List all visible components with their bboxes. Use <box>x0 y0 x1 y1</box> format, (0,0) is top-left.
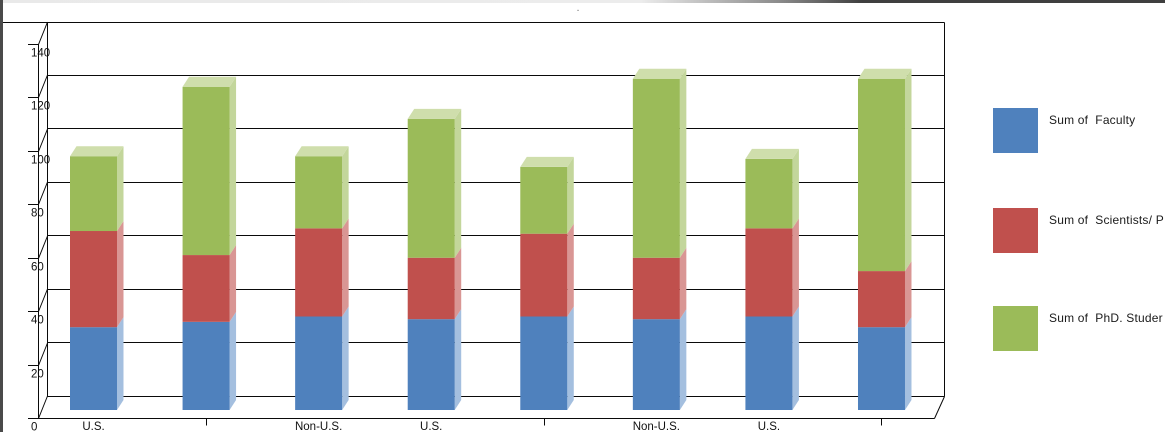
legend-label-faculty: Sum of Faculty <box>1049 113 1136 127</box>
x-category-label: U.S. <box>82 421 104 432</box>
bar-segment[interactable] <box>857 327 905 410</box>
side-wall-diagonal <box>38 288 48 312</box>
bar-segment-side[interactable] <box>117 221 124 328</box>
legend-label-scientists: Sum of Scientists/ P <box>1049 213 1164 227</box>
window-left-edge <box>0 0 3 432</box>
bar-segment[interactable] <box>520 166 568 234</box>
legend-swatch-phd[interactable] <box>993 306 1038 351</box>
side-wall-diagonal <box>38 235 48 259</box>
bar-segment[interactable] <box>182 255 230 322</box>
y-tick-label: 80 <box>31 208 44 220</box>
x-category-label: Non-U.S. <box>295 421 342 432</box>
bar-segment[interactable] <box>632 319 680 410</box>
y-tick-label: 100 <box>31 155 50 167</box>
bar-segment[interactable] <box>407 319 455 410</box>
chart-canvas[interactable]: 0 20 40 60 80 100 120 140 U.S. Non-U.S. U.S. Non-U.… <box>0 0 965 432</box>
bar-top[interactable] <box>745 148 799 159</box>
bar-segment-side[interactable] <box>567 156 574 234</box>
bar-segment-side[interactable] <box>904 68 912 272</box>
bar-segment-side[interactable] <box>342 146 349 229</box>
bar-top[interactable] <box>182 76 237 87</box>
bar-segment-side[interactable] <box>904 317 912 410</box>
chart-title: . <box>576 2 580 14</box>
bar-segment-side[interactable] <box>679 68 687 258</box>
bar-top[interactable] <box>520 156 574 167</box>
bar-segment[interactable] <box>745 316 793 411</box>
x-category-label: Non-U.S. <box>633 421 680 432</box>
side-wall-diagonal <box>38 21 48 45</box>
bar-segment[interactable] <box>407 257 455 320</box>
legend-swatch-scientists[interactable] <box>993 208 1038 253</box>
bar-segment-side[interactable] <box>229 76 237 256</box>
bar-segment-side[interactable] <box>117 146 124 232</box>
bar-segment-side[interactable] <box>792 148 799 229</box>
bar-segment-side[interactable] <box>229 245 237 322</box>
side-wall-diagonal <box>38 181 48 205</box>
bar-segment-side[interactable] <box>567 223 574 317</box>
legend-item-faculty[interactable]: Sum of Faculty <box>993 108 1135 153</box>
bar-top[interactable] <box>407 108 462 119</box>
bar-segment-side[interactable] <box>679 247 687 320</box>
bar-segment[interactable] <box>520 316 568 411</box>
bar-segment[interactable] <box>407 118 455 258</box>
bar-segment-side[interactable] <box>792 218 799 317</box>
bar-segment[interactable] <box>745 158 793 229</box>
bar-segment-side[interactable] <box>679 309 687 410</box>
y-tick-label: 0 <box>31 422 37 432</box>
side-wall-diagonal <box>38 128 48 152</box>
y-tick-label: 120 <box>31 101 50 113</box>
bar-segment-side[interactable] <box>454 309 462 410</box>
y-tick-label: 40 <box>31 315 44 327</box>
side-wall-diagonal <box>38 342 48 366</box>
side-wall-diagonal <box>38 74 48 98</box>
legend-item-phd[interactable]: Sum of PhD. Studer <box>993 306 1163 351</box>
bar-segment[interactable] <box>520 233 568 317</box>
bar-segment[interactable] <box>857 271 905 328</box>
y-tick-label: 20 <box>31 369 44 381</box>
bar-segment[interactable] <box>295 316 343 411</box>
y-tick-label: 60 <box>31 262 44 274</box>
bar-segment[interactable] <box>182 321 230 410</box>
bar-segment[interactable] <box>295 156 343 229</box>
bar-segment-side[interactable] <box>454 247 462 320</box>
legend-label-phd: Sum of PhD. Studer <box>1049 311 1163 325</box>
bar-segment-side[interactable] <box>342 306 349 411</box>
bar-top[interactable] <box>632 68 687 79</box>
y-tick-label: 140 <box>31 48 50 60</box>
bar-top[interactable] <box>295 146 349 157</box>
side-wall-diagonal <box>38 395 48 419</box>
bar-top[interactable] <box>857 68 912 79</box>
bar-segment[interactable] <box>632 78 680 258</box>
bar-segment-side[interactable] <box>904 261 912 328</box>
bar-segment-side[interactable] <box>792 306 799 411</box>
bar-segment-side[interactable] <box>229 311 237 410</box>
bar-segment[interactable] <box>295 228 343 317</box>
window-top-edge <box>0 0 1165 3</box>
bar-segment[interactable] <box>182 86 230 256</box>
x-category-label: U.S. <box>420 421 442 432</box>
floor-right-diagonal <box>934 396 945 419</box>
bar-segment[interactable] <box>70 156 117 232</box>
legend-item-scientists[interactable]: Sum of Scientists/ P <box>993 208 1164 253</box>
bar-segment[interactable] <box>632 257 680 320</box>
bar-segment[interactable] <box>70 231 117 328</box>
x-category-label: U.S. <box>758 421 780 432</box>
bar-segment-side[interactable] <box>117 317 124 410</box>
bar-segment-side[interactable] <box>454 108 462 258</box>
bar-segment[interactable] <box>70 327 117 410</box>
bar-segment[interactable] <box>857 78 905 272</box>
bar-segment-side[interactable] <box>567 306 574 411</box>
bar-segment-side[interactable] <box>342 218 349 317</box>
bar-segment[interactable] <box>745 228 793 317</box>
legend-swatch-faculty[interactable] <box>993 108 1038 153</box>
bar-top[interactable] <box>70 146 124 157</box>
